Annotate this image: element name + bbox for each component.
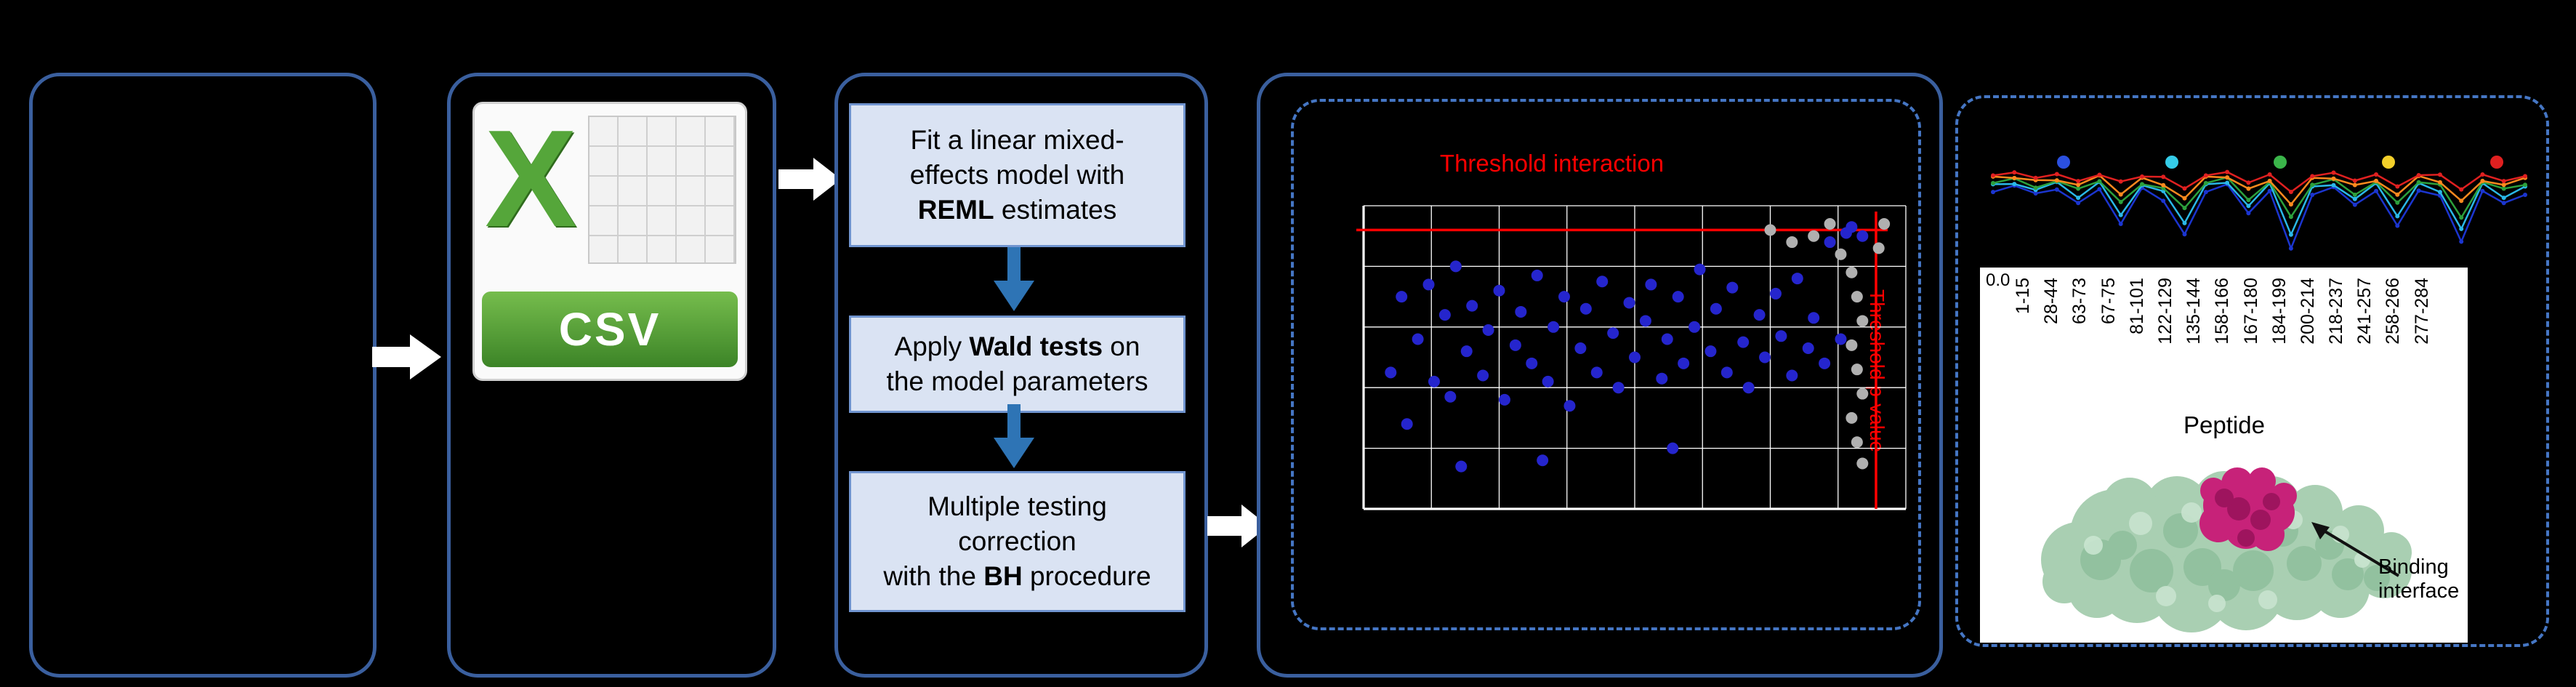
y-axis-min-label: 0.0	[1986, 270, 2011, 290]
csv-banner: CSV	[482, 292, 738, 367]
right-arrow-icon	[1207, 505, 1268, 547]
peptide-label: 241-257	[2354, 278, 2375, 345]
excel-x-logo: X	[485, 102, 577, 256]
peptide-label: 277-284	[2411, 278, 2432, 345]
step-wald-tests: Apply Wald tests on the model parameters	[849, 316, 1186, 413]
peptide-label: 184-199	[2269, 278, 2290, 345]
peptide-axis-label: Peptide	[2183, 411, 2265, 438]
panel-input	[29, 73, 377, 678]
protein-structure-image	[2041, 467, 2412, 632]
threshold-plot-dashed-frame	[1291, 99, 1921, 630]
peptide-label: 28-44	[2041, 278, 2062, 324]
spreadsheet-grid-icon	[588, 116, 736, 264]
peptide-label: 167-180	[2240, 278, 2261, 345]
csv-file-icon: X CSV	[472, 102, 747, 381]
uptake-line-chart	[1991, 156, 2527, 252]
binding-interface-label: Binding interface	[2378, 555, 2460, 603]
peptide-label: 135-144	[2183, 278, 2205, 345]
step-bh-correction: Multiple testing correction with the BH pr…	[849, 471, 1186, 612]
down-arrow-icon	[994, 404, 1034, 468]
right-arrow-icon	[372, 334, 441, 379]
peptide-label: 158-166	[2212, 278, 2233, 345]
down-arrow-icon	[994, 247, 1034, 311]
peptide-label: 200-214	[2297, 278, 2318, 345]
annotation-arrow-icon	[2311, 522, 2400, 577]
peptide-label: 81-101	[2126, 278, 2147, 334]
peptide-label: 1-15	[2013, 278, 2033, 315]
peptide-label: 122-129	[2154, 278, 2175, 345]
peptide-tick-labels: 1-15 28-44 63-73 67-75 81-101 122-129 135-144 1…	[2013, 278, 2432, 407]
peptide-label: 258-266	[2383, 278, 2404, 345]
volcano-scatter-plot	[1356, 205, 1907, 510]
right-arrow-icon	[778, 158, 841, 201]
peptide-label: 63-73	[2069, 278, 2090, 324]
peptide-label: 67-75	[2098, 278, 2119, 324]
step-fit-model: Fit a linear mixed-effects model with REM…	[849, 103, 1186, 247]
panel-result-dashed-frame	[1955, 95, 2549, 647]
peptide-label: 218-237	[2326, 278, 2347, 345]
threshold-interaction-label: Threshold interaction	[1439, 150, 1665, 177]
